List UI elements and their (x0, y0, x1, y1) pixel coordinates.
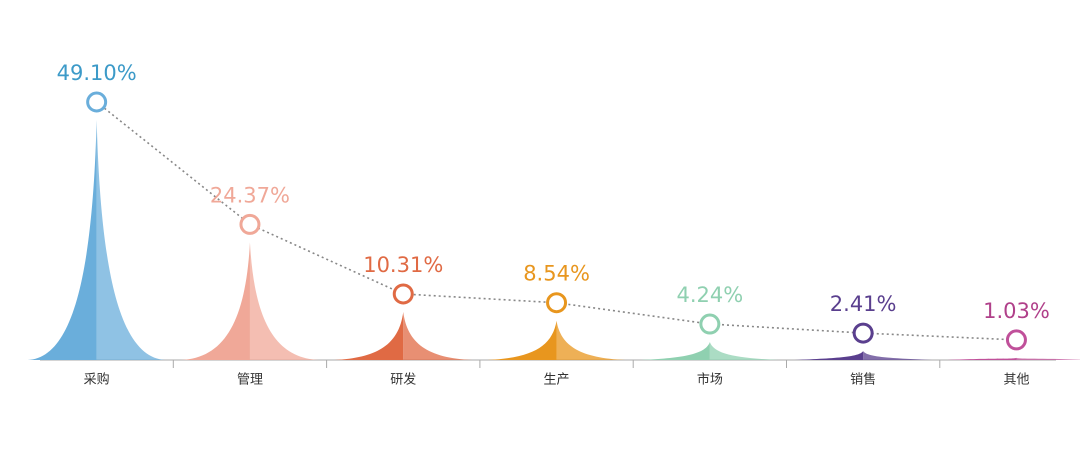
peak-right (709, 342, 779, 360)
marker (546, 292, 568, 314)
x-tick-label: 其他 (1003, 373, 1029, 388)
marker (1005, 329, 1027, 351)
marker (239, 213, 261, 235)
peak-left (794, 351, 864, 360)
value-label: 2.41% (830, 292, 897, 316)
peak-left (180, 242, 250, 360)
peak-left (27, 120, 97, 360)
value-label: 24.37% (210, 183, 290, 207)
value-label: 8.54% (523, 262, 590, 286)
peak-right (1016, 357, 1080, 360)
value-label: 4.24% (676, 283, 743, 307)
x-tick-label: 生产 (544, 373, 570, 388)
x-tick-label: 研发 (390, 372, 416, 388)
x-tick-label: 采购 (84, 372, 110, 388)
marker (86, 91, 108, 113)
marker (392, 283, 414, 305)
x-tick-label: 管理 (237, 373, 263, 388)
peak-left (487, 320, 557, 360)
peak-right (249, 242, 319, 360)
value-label: 1.03% (983, 299, 1050, 323)
x-tick-label: 销售 (850, 372, 876, 388)
marker (699, 313, 721, 335)
peak-right (556, 320, 626, 360)
peak-right (403, 311, 473, 360)
peak-left (640, 342, 710, 360)
x-tick-label: 市场 (697, 372, 723, 388)
peak-right (96, 120, 166, 360)
peak-left (334, 311, 404, 360)
peak-right (863, 351, 933, 360)
peak-left (947, 357, 1017, 360)
value-label: 10.31% (363, 253, 443, 277)
value-label: 49.10% (57, 61, 137, 85)
marker (852, 322, 874, 344)
